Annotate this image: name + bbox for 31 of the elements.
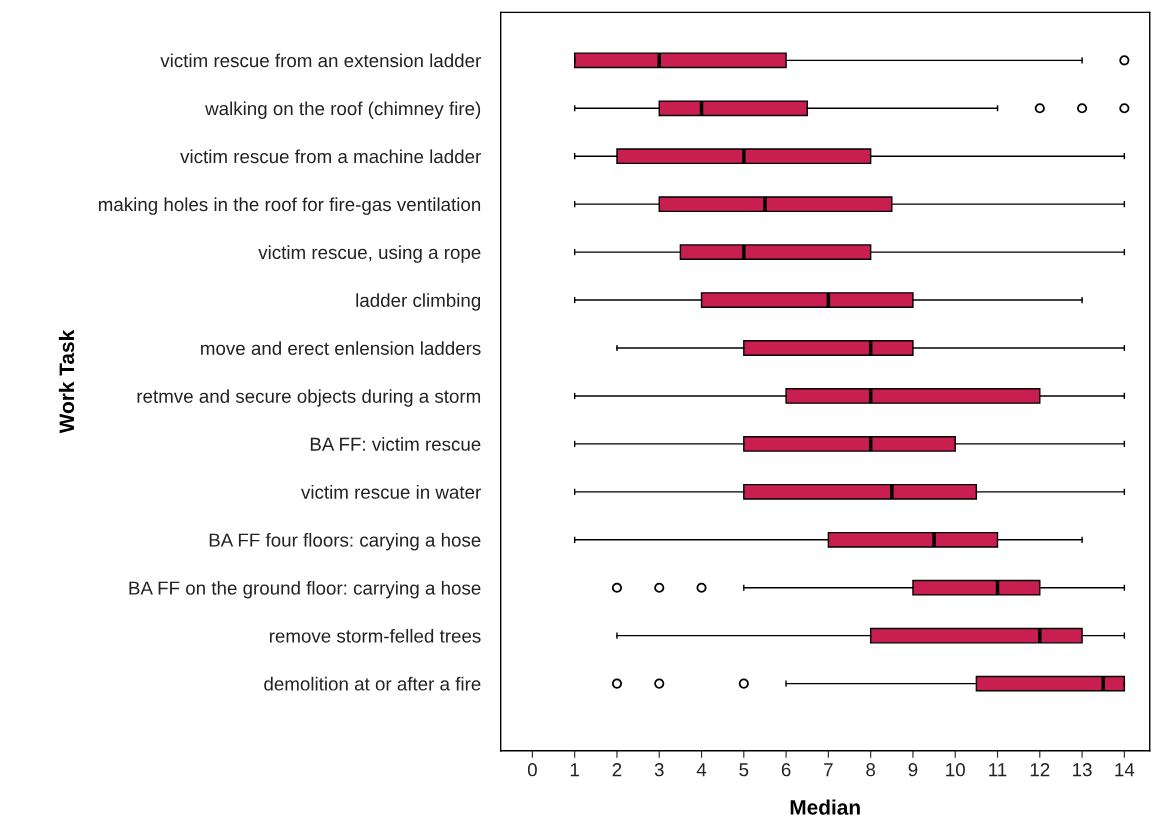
x-tick-label: 14 [1115, 763, 1135, 777]
x-tick-label: 13 [1073, 763, 1092, 777]
y-tick-label: move and erect enlension ladders [201, 341, 481, 355]
y-tick-label: demolition at or after a fire [264, 676, 481, 691]
y-tick-label: BA FF four floors: carying a hose [209, 532, 481, 551]
x-tick-label: 10 [946, 763, 965, 777]
x-tick-label: 8 [866, 763, 876, 777]
y-tick-label: walking on the roof (chimney fire) [205, 101, 481, 119]
y-axis-title: Work Task [58, 329, 75, 434]
y-tick-label: retmve and secure objects during a storm [137, 389, 481, 407]
x-tick-label: 2 [612, 763, 622, 777]
x-tick-label: 12 [1030, 763, 1050, 777]
y-tick-label: BA FF: victim rescue [310, 437, 481, 451]
y-tick-label: victim rescue from an extension ladder [160, 53, 481, 68]
x-tick-label: 5 [739, 763, 749, 777]
y-tick-label: ladder climbing [356, 293, 481, 311]
x-tick-label: 0 [527, 763, 537, 777]
x-tick-label: 11 [989, 763, 1007, 777]
y-tick-label: making holes in the roof for fire-gas ventilation [98, 197, 481, 215]
x-tick-label: 3 [654, 763, 664, 777]
y-tick-label: victim rescue from a machine ladder [180, 149, 481, 164]
x-tick-label: 1 [570, 763, 579, 777]
x-axis-title: Median [790, 799, 860, 815]
x-tick-label: 7 [824, 763, 833, 777]
x-tick-label: 4 [696, 763, 707, 777]
y-tick-label: victim rescue, using a rope [258, 245, 481, 263]
x-tick-label: 6 [781, 763, 791, 777]
y-tick-label: BA FF on the ground floor: carrying a hose [129, 580, 481, 599]
y-tick-label: victim rescue in water [301, 485, 481, 499]
y-tick-label: remove storm-felled trees [269, 628, 481, 643]
x-tick-label: 9 [908, 763, 918, 777]
